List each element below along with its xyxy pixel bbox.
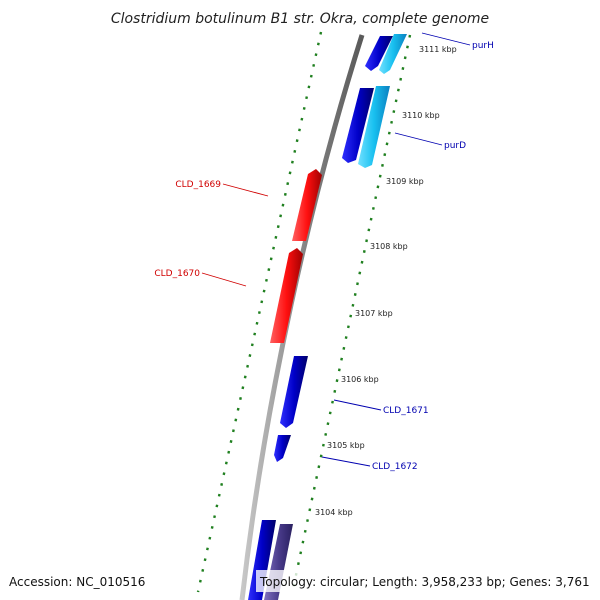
gene-purH (365, 36, 393, 71)
gene-label: CLD_1670 (154, 269, 200, 279)
accession-text: Accession: NC_010516 (9, 575, 145, 589)
gc-track (196, 31, 323, 593)
map-title: Clostridium botulinum B1 str. Okra, comp… (111, 11, 489, 27)
gene-CLD-1671 (280, 356, 308, 428)
label-line-purD (394, 132, 443, 146)
gene-label: purH (472, 41, 494, 51)
gene-label: CLD_1672 (372, 462, 418, 472)
tick-label: 3108 kbp (370, 242, 408, 251)
tick-label: 3105 kbp (327, 441, 365, 450)
label-line-purH (421, 32, 471, 46)
gene-purD (342, 88, 374, 163)
gene-CLD-1672 (274, 435, 291, 462)
tick-label: 3111 kbp (419, 45, 457, 54)
gene-CLD-1669 (292, 169, 322, 241)
tick-label: 3110 kbp (402, 111, 440, 120)
label-line-CLD-1671 (333, 399, 382, 411)
gene-purH-light (379, 34, 407, 74)
tick-label: 3106 kbp (341, 375, 379, 384)
label-line-CLD-1669 (222, 183, 269, 197)
gene-bottom-blue (248, 520, 276, 600)
tick-label: 3107 kbp (355, 309, 393, 318)
gene-label: CLD_1671 (383, 406, 429, 416)
topology-text: Topology: circular; Length: 3,958,233 bp… (259, 575, 590, 589)
tick-label: 3109 kbp (386, 177, 424, 186)
topology-backdrop (256, 570, 596, 592)
label-line-CLD-1670 (201, 272, 247, 287)
gene-label: purD (444, 141, 466, 151)
gene-label: CLD_1669 (175, 180, 221, 190)
gene-purD-light (358, 86, 390, 168)
tick-label: 3104 kbp (315, 508, 353, 517)
label-line-CLD-1672 (321, 456, 371, 467)
gene-CLD-1670 (270, 248, 303, 343)
